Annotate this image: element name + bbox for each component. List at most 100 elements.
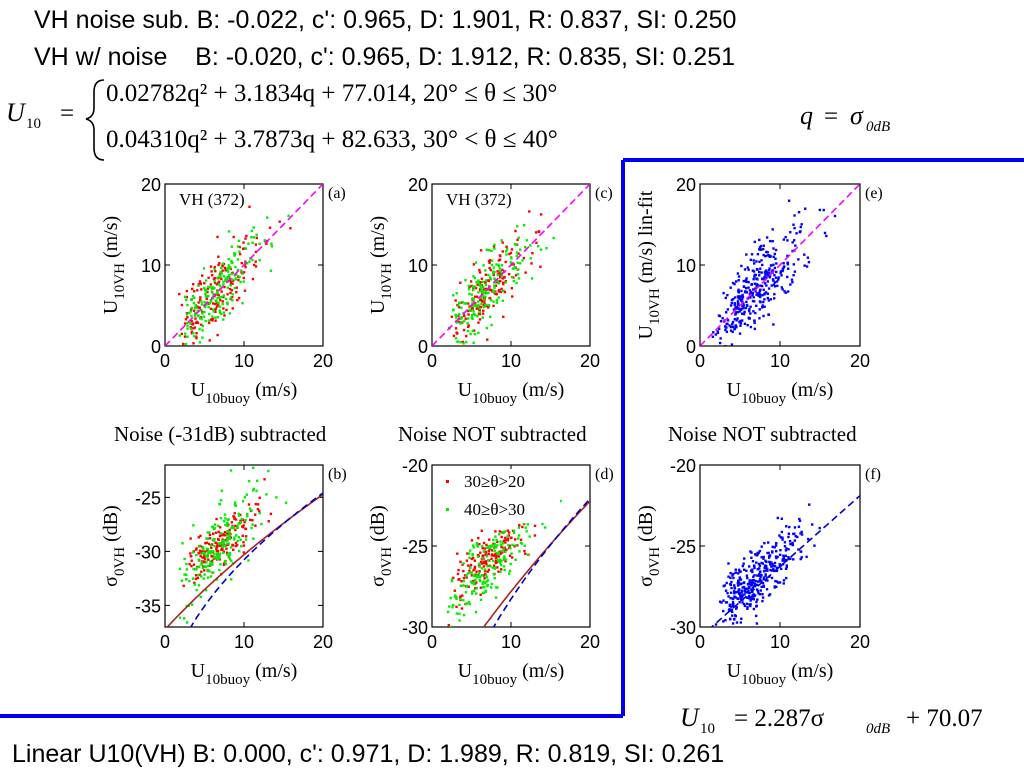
scatter-point-red	[192, 283, 195, 286]
scatter-point-red	[223, 534, 226, 537]
scatter-point-red	[476, 283, 479, 287]
scatter-point-green	[460, 306, 463, 310]
scatter-point-blue	[758, 238, 761, 242]
scatter-point-blue	[791, 541, 794, 545]
scatter-point-blue	[740, 617, 743, 620]
scatter-point-red	[185, 295, 189, 299]
scatter-point-blue	[797, 211, 801, 214]
scatter-point-green	[208, 312, 211, 316]
scatter-point-red	[180, 332, 184, 336]
scatter-point-green	[454, 596, 458, 599]
scatter-point-blue	[735, 621, 739, 624]
scatter-point-blue	[763, 271, 767, 274]
scatter-point-red	[230, 289, 234, 292]
scatter-point-blue	[760, 271, 763, 274]
scatter-point-red	[217, 530, 220, 534]
scatter-point-green	[202, 548, 205, 551]
scatter-point-green	[493, 577, 496, 580]
scatter-point-blue	[781, 288, 784, 291]
scatter-point-green	[486, 559, 490, 562]
stats-line-3: Linear U10(VH) B: 0.000, c': 0.971, D: 1…	[12, 740, 724, 768]
scatter-point-blue	[726, 591, 729, 595]
scatter-point-green	[209, 575, 213, 578]
scatter-point-red	[196, 289, 199, 292]
scatter-point-red	[256, 507, 260, 511]
scatter-point-green	[481, 591, 485, 595]
scatter-point-blue	[780, 517, 783, 520]
scatter-point-red	[225, 551, 229, 554]
scatter-point-blue	[760, 284, 764, 288]
scatter-point-green	[218, 305, 222, 308]
scatter-point-green	[207, 306, 210, 309]
scatter-point-blue	[758, 572, 761, 576]
scatter-point-green	[212, 539, 216, 542]
scatter-point-blue	[778, 563, 781, 566]
scatter-point-red	[474, 286, 478, 290]
scatter-point-blue	[721, 609, 725, 613]
scatter-point-green	[476, 314, 479, 318]
scatter-point-green	[197, 558, 201, 561]
scatter-point-red	[252, 263, 256, 267]
scatter-point-blue	[724, 311, 728, 314]
scatter-point-green	[287, 214, 290, 218]
scatter-point-green	[485, 580, 488, 583]
scatter-point-blue	[732, 603, 735, 606]
scatter-point-blue	[775, 566, 779, 570]
scatter-point-red	[521, 525, 524, 529]
scatter-point-red	[496, 566, 499, 569]
scatter-point-red	[509, 536, 513, 539]
equation-row-1: 0.02782q² + 3.1834q + 77.014, 20° ≤ θ ≤ …	[106, 80, 557, 107]
scatter-point-blue	[825, 234, 828, 238]
scatter-point-blue	[752, 598, 755, 601]
scatter-point-green	[208, 570, 211, 573]
scatter-point-blue	[714, 623, 718, 626]
scatter-point-green	[462, 599, 465, 602]
scatter-point-green	[200, 563, 203, 566]
scatter-point-green	[241, 272, 244, 275]
scatter-point-green	[529, 244, 532, 247]
scatter-point-blue	[775, 569, 779, 573]
scatter-point-blue	[739, 578, 743, 581]
panel-annotation: VH (372)	[179, 190, 245, 209]
scatter-point-blue	[742, 285, 746, 288]
scatter-point-red	[195, 548, 198, 551]
scatter-point-blue	[745, 596, 749, 599]
scatter-point-green	[464, 278, 467, 282]
scatter-point-blue	[766, 251, 769, 254]
scatter-point-blue	[741, 594, 744, 597]
scatter-point-red	[218, 544, 222, 547]
scatter-point-green	[195, 566, 199, 569]
scatter-point-blue	[725, 581, 728, 585]
scatter-point-green	[492, 300, 495, 303]
scatter-point-red	[216, 537, 220, 541]
scatter-point-red	[195, 335, 198, 338]
scatter-point-green	[475, 542, 479, 545]
scatter-point-red	[460, 580, 463, 583]
scatter-point-red	[244, 535, 248, 538]
scatter-point-blue	[731, 320, 735, 324]
scatter-point-green	[195, 568, 198, 571]
y-axis-label: σ0VH (dB)	[635, 505, 663, 587]
scatter-point-green	[494, 545, 497, 548]
scatter-point-red	[485, 287, 488, 291]
scatter-point-red	[221, 264, 224, 267]
scatter-point-blue	[742, 306, 745, 310]
scatter-point-blue	[729, 571, 732, 575]
scatter-point-blue	[799, 557, 802, 561]
scatter-point-green	[242, 280, 245, 283]
chart-panel-f: 0 10 20-20-25-30(f)U10buoy (m/s)σ0VH (dB)	[635, 456, 881, 688]
scatter-point-blue	[768, 267, 771, 270]
scatter-point-green	[478, 578, 481, 581]
scatter-point-red	[194, 574, 198, 577]
scatter-point-blue	[742, 562, 745, 565]
scatter-point-blue	[756, 553, 760, 556]
scatter-point-green	[499, 543, 502, 546]
scatter-point-blue	[763, 305, 766, 309]
scatter-point-green	[495, 538, 498, 542]
scatter-point-blue	[762, 253, 765, 257]
scatter-point-green	[500, 271, 503, 275]
scatter-point-red	[473, 295, 477, 298]
scatter-point-blue	[782, 262, 785, 265]
scatter-point-green	[470, 293, 474, 296]
